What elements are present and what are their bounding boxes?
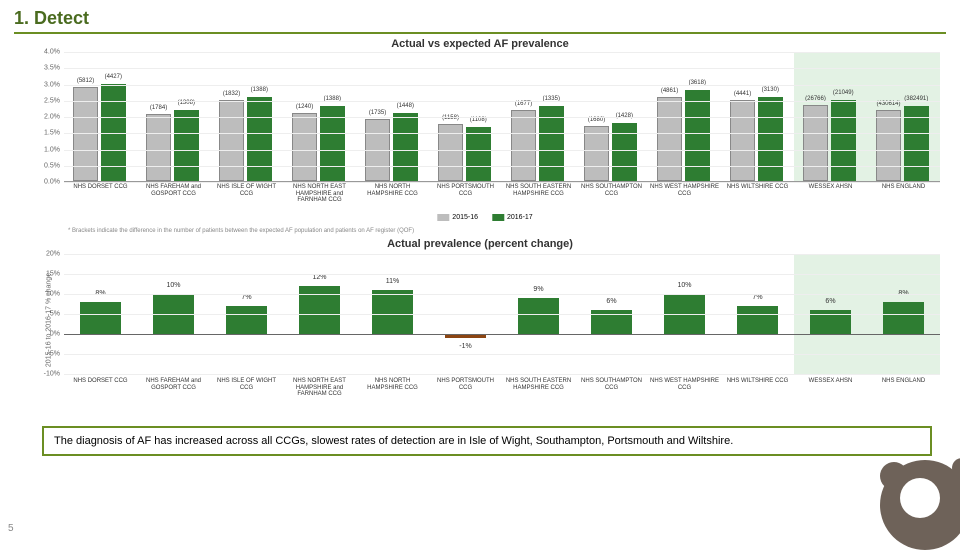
- x-label: WESSEX AHSN: [794, 378, 867, 398]
- x-label: NHS ISLE OF WIGHT CCG: [210, 184, 283, 204]
- x-label: NHS SOUTH EASTERN HAMPSHIRE CCG: [502, 184, 575, 204]
- x-label: NHS WILTSHIRE CCG: [721, 184, 794, 204]
- x-label: NHS ENGLAND: [867, 378, 940, 398]
- summary-box: The diagnosis of AF has increased across…: [42, 426, 932, 456]
- x-label: NHS ENGLAND: [867, 184, 940, 204]
- x-label: NHS DORSET CCG: [64, 378, 137, 398]
- x-label: NHS ISLE OF WIGHT CCG: [210, 378, 283, 398]
- x-label: NHS FAREHAM and GOSPORT CCG: [137, 378, 210, 398]
- x-label: WESSEX AHSN: [794, 184, 867, 204]
- chart2-xaxis: NHS DORSET CCGNHS FAREHAM and GOSPORT CC…: [64, 378, 940, 398]
- chart2-title: Actual prevalence (percent change): [0, 238, 960, 250]
- x-label: NHS NORTH HAMPSHIRE CCG: [356, 378, 429, 398]
- title-underline: [14, 32, 946, 34]
- x-label: NHS PORTSMOUTH CCG: [429, 378, 502, 398]
- chart1-xaxis: NHS DORSET CCGNHS FAREHAM and GOSPORT CC…: [64, 184, 940, 204]
- x-label: NHS SOUTHAMPTON CCG: [575, 184, 648, 204]
- chart1: 0.0%0.5%1.0%1.5%2.0%2.5%3.0%3.5%4.0% (58…: [30, 52, 940, 222]
- x-label: NHS WILTSHIRE CCG: [721, 378, 794, 398]
- x-label: NHS NORTH HAMPSHIRE CCG: [356, 184, 429, 204]
- chart1-legend: 2015-16 2016-17: [437, 214, 532, 221]
- x-label: NHS PORTSMOUTH CCG: [429, 184, 502, 204]
- chart1-yaxis: 0.0%0.5%1.0%1.5%2.0%2.5%3.0%3.5%4.0%: [30, 52, 62, 182]
- x-label: NHS SOUTHAMPTON CCG: [575, 378, 648, 398]
- chart1-footnote: * Brackets indicate the difference in th…: [68, 228, 414, 234]
- corner-decoration: [840, 440, 960, 560]
- chart1-title: Actual vs expected AF prevalence: [0, 38, 960, 50]
- x-label: NHS NORTH EAST HAMPSHIRE and FARNHAM CCG: [283, 378, 356, 398]
- page-number: 5: [8, 523, 14, 534]
- x-label: NHS DORSET CCG: [64, 184, 137, 204]
- chart2-yaxis: -10%-5%0%5%10%15%20%: [30, 254, 62, 374]
- chart2-plot: 8%10%7%12%11%-1%9%6%10%7%6%8%: [64, 254, 940, 374]
- x-label: NHS WEST HAMPSHIRE CCG: [648, 184, 721, 204]
- x-label: NHS WEST HAMPSHIRE CCG: [648, 378, 721, 398]
- x-label: NHS SOUTH EASTERN HAMPSHIRE CCG: [502, 378, 575, 398]
- x-label: NHS NORTH EAST HAMPSHIRE and FARNHAM CCG: [283, 184, 356, 204]
- chart1-plot: (5812)(4427)(1784)(1308)(1832)(1388)(124…: [64, 52, 940, 182]
- x-label: NHS FAREHAM and GOSPORT CCG: [137, 184, 210, 204]
- chart2: -10%-5%0%5%10%15%20% 8%10%7%12%11%-1%9%6…: [30, 254, 940, 414]
- page-title: 1. Detect: [14, 8, 89, 29]
